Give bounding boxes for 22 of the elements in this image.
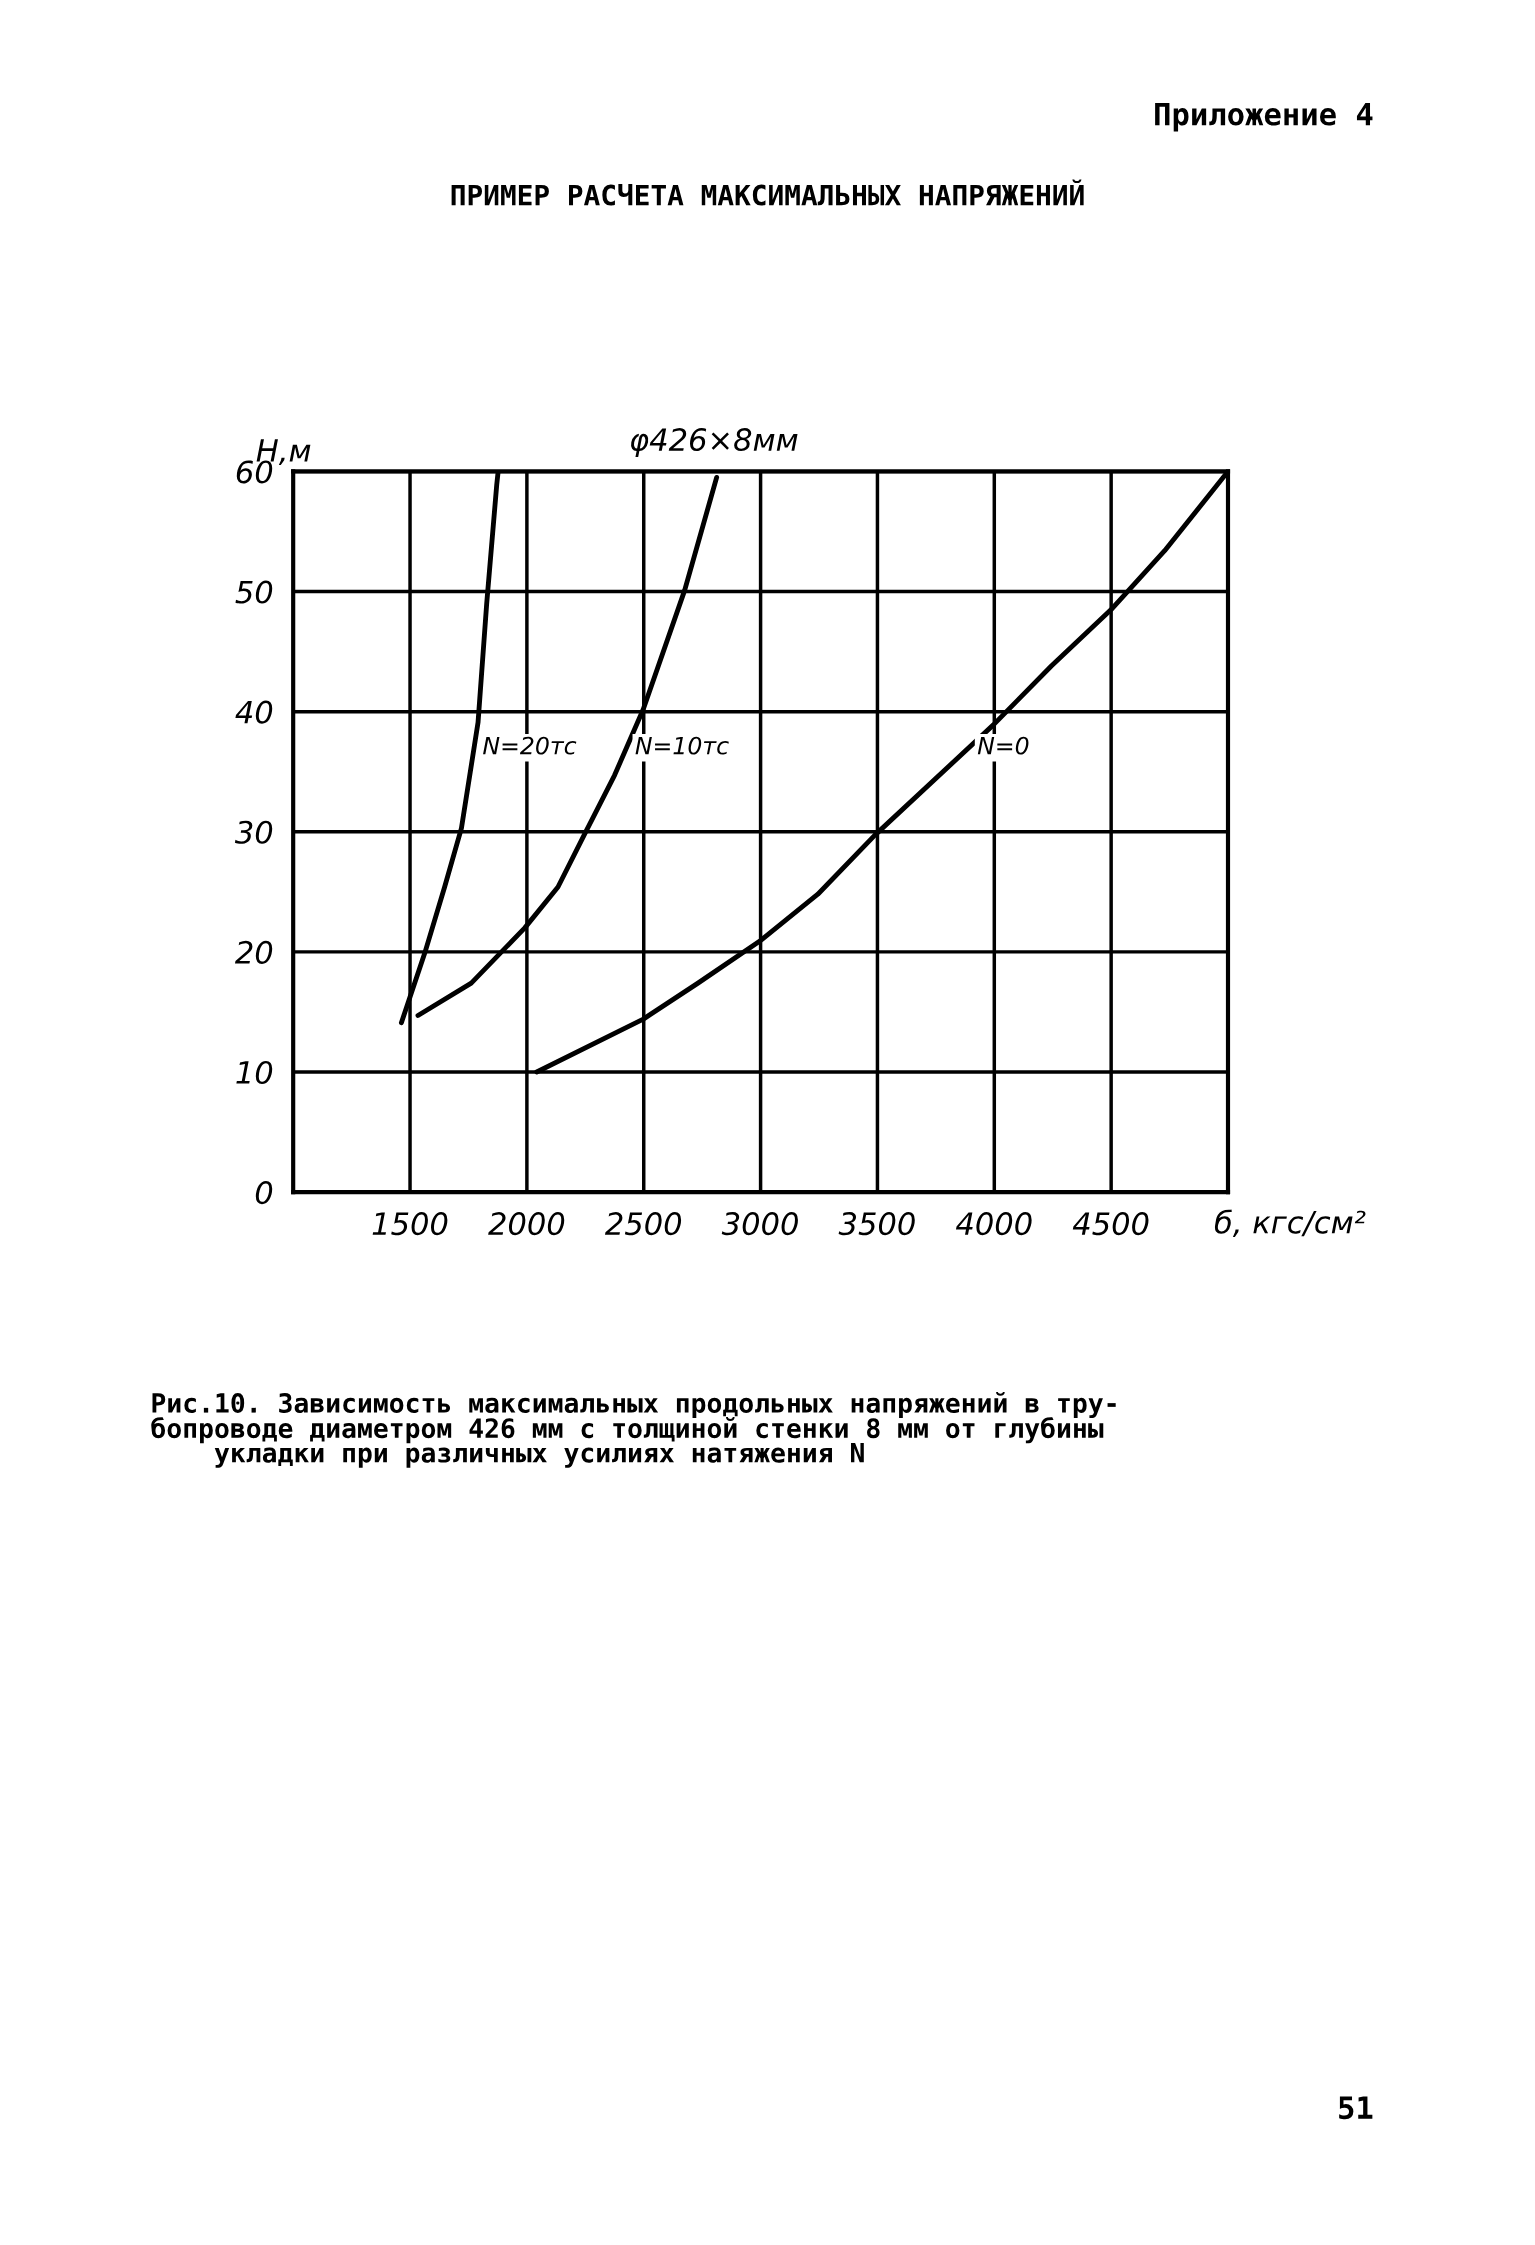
text: Рис.10. Зависимость максимальных продольных напряжений в тру- бопроводе диаметром 426 мм с толщиной стенки 8 мм от глубины укладки при различных усилиях натяжения N xyxy=(151,1391,1116,1468)
x-tick-label: 2000 xyxy=(488,1212,565,1236)
x-tick-label: 3000 xyxy=(721,1212,798,1236)
series-label: N=0 xyxy=(977,736,1029,755)
y-tick-label: 50 xyxy=(235,580,273,604)
x-tick-label: 4500 xyxy=(1072,1212,1149,1236)
series-label: N=20тс xyxy=(483,736,577,755)
x-tick-label: 1500 xyxy=(372,1212,448,1236)
y-tick-label: 40 xyxy=(235,700,273,724)
text: 51 xyxy=(1339,2096,1373,2120)
chart-subtitle: φ426×8мм xyxy=(631,428,798,458)
x-axis-title: б, кгс/см² xyxy=(1214,1209,1366,1237)
y-tick-label: 30 xyxy=(234,820,273,844)
y-tick-label: 20 xyxy=(234,940,273,964)
chart-title: ПРИМЕР РАСЧЕТА МАКСИМАЛЬНЫХ НАПРЯЖЕНИЙ xyxy=(451,179,1084,206)
x-tick-label: 3500 xyxy=(838,1212,915,1236)
x-tick-label: 4000 xyxy=(955,1212,1032,1236)
series-label: N=10тс xyxy=(635,736,729,755)
text: Приложение 4 xyxy=(1155,102,1373,132)
y-tick-label: 10 xyxy=(236,1060,273,1085)
y-tick-label: 0 xyxy=(255,1181,273,1205)
x-tick-label: 2500 xyxy=(604,1212,682,1236)
